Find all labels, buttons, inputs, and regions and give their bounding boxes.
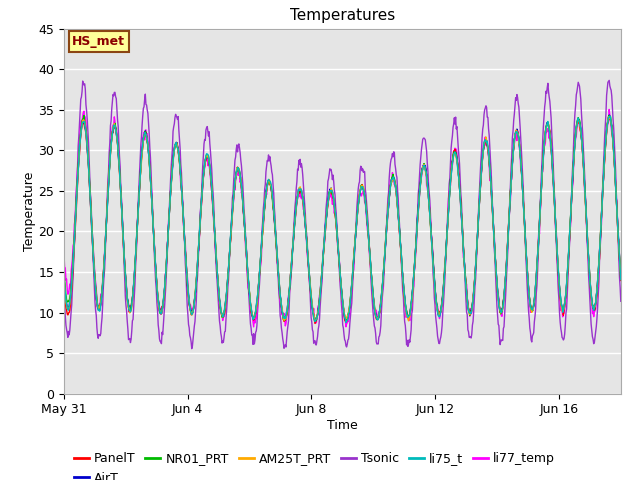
Legend: PanelT, AirT, NR01_PRT, AM25T_PRT, Tsonic, li75_t, li77_temp: PanelT, AirT, NR01_PRT, AM25T_PRT, Tsoni…: [69, 447, 560, 480]
Title: Temperatures: Temperatures: [290, 9, 395, 24]
Text: HS_met: HS_met: [72, 35, 125, 48]
Y-axis label: Temperature: Temperature: [22, 171, 36, 251]
X-axis label: Time: Time: [327, 419, 358, 432]
